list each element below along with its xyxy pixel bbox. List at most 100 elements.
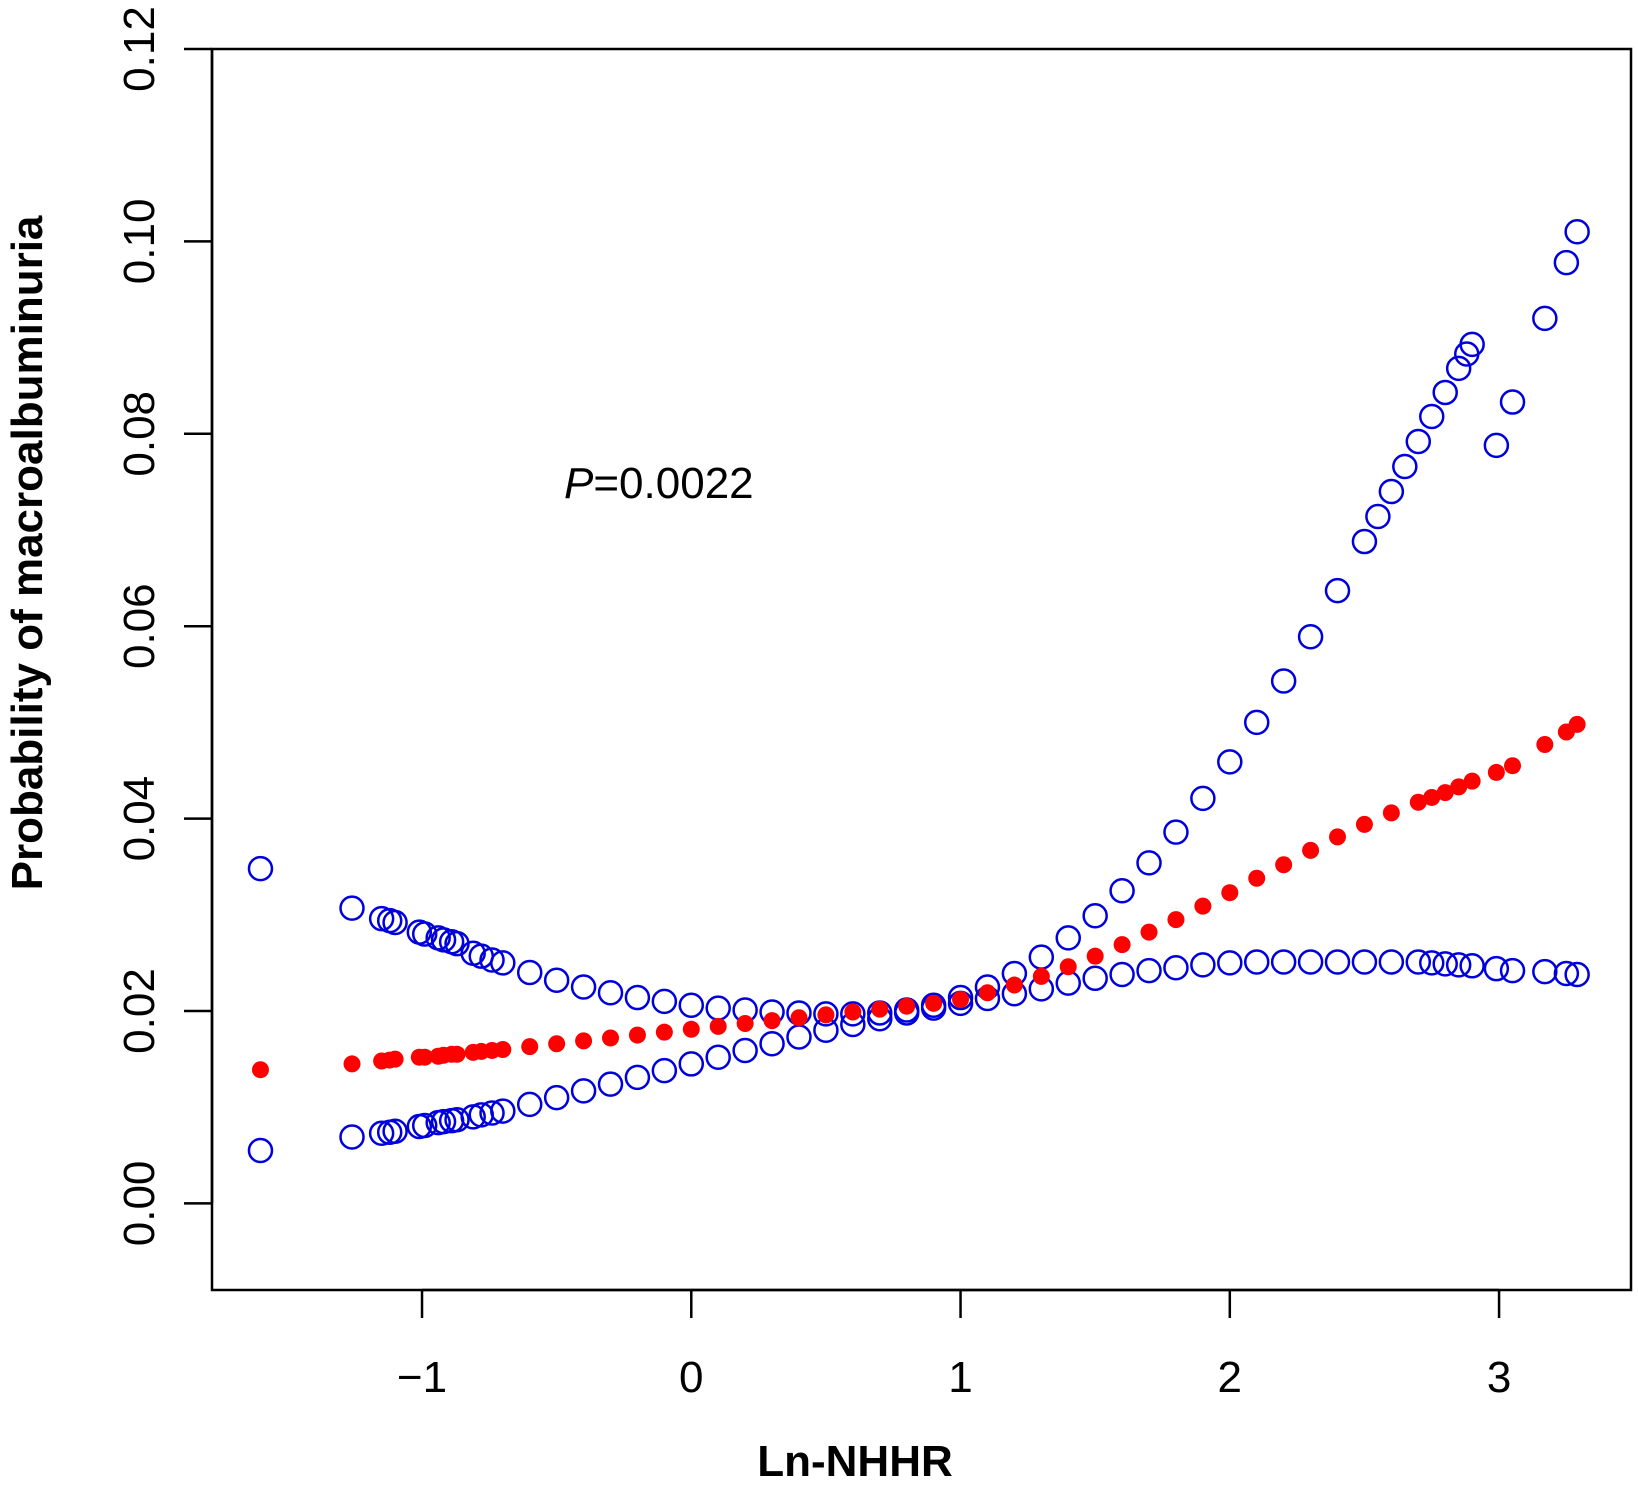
data-point [920,992,947,1018]
data-point [759,1030,785,1057]
data-point [1109,961,1135,988]
y-tick-label: 0.00 [115,1161,164,1247]
data-point [1221,884,1239,902]
data-point [736,1015,754,1033]
data-point [1459,331,1485,358]
data-point [1059,958,1077,976]
data-point [844,1003,862,1021]
p-value-text: =0.0022 [593,459,753,508]
data-point [709,1017,727,1035]
data-point [624,1064,651,1091]
data-point [705,995,731,1021]
data-point [682,1020,700,1038]
data-point [368,905,395,932]
data-point [1190,785,1216,812]
data-point [1005,976,1023,994]
data-point [430,1108,457,1135]
data-point [1564,961,1590,988]
data-point [416,1048,434,1066]
data-point [479,1100,505,1126]
data-point [490,1098,516,1124]
data-point [1487,763,1505,781]
data-point [1302,841,1320,859]
data-point [1450,778,1468,796]
data-point [1532,958,1558,985]
data-point [1217,749,1243,775]
data-point [1432,379,1458,406]
data-point [444,1106,470,1133]
data-point [1329,828,1347,846]
y-axis: 0.00 0.02 0.04 0.06 0.08 0.10 0.12 [115,6,214,1247]
data-point [1536,736,1554,754]
data-point [1553,249,1580,276]
data-point [651,1057,678,1084]
x-tick-label: 1 [948,1353,972,1402]
data-point [1055,925,1081,951]
data-point [1167,911,1185,929]
x-axis: −1 0 1 2 3 [397,1288,1511,1402]
data-point [479,947,505,973]
data-point [1445,952,1472,978]
data-point [1483,955,1510,982]
data-point [1436,784,1454,802]
data-point [1351,949,1378,975]
data-point [786,1024,812,1050]
data-point [1423,788,1441,806]
data-point [597,1071,624,1097]
y-tick-label: 0.08 [115,391,164,477]
data-point [1392,453,1418,480]
x-tick-label: 3 [1487,1353,1511,1402]
data-point [1297,949,1324,975]
data-point [651,988,678,1015]
data-point [1217,950,1243,976]
data-point [1082,965,1108,992]
data-point [1378,949,1405,975]
data-point [1378,478,1405,505]
data-point [1459,953,1485,979]
data-point [247,1137,274,1164]
data-point [1163,954,1189,981]
data-point [570,1078,597,1104]
data-point [339,1124,365,1150]
data-point [1190,952,1216,978]
data-point [898,997,916,1015]
data-point [1409,793,1427,811]
data-point [1499,957,1526,984]
data-point [1032,967,1050,985]
data-point [448,1045,466,1063]
data-point [339,895,365,921]
data-point [732,1037,758,1064]
data-point [411,1112,438,1139]
data-point [1243,709,1270,736]
series-predicted-probability [251,715,1586,1079]
data-point [1113,936,1131,954]
data-point [925,994,943,1012]
data-point [494,1040,512,1058]
data-point [1365,503,1391,530]
x-tick-label: 2 [1218,1353,1242,1402]
data-point [1499,389,1526,415]
data-point [386,1050,404,1068]
data-point [840,1001,866,1027]
data-point [1445,355,1472,382]
data-point [548,1035,566,1053]
data-point [1463,772,1481,790]
p-value-symbol: P [564,459,594,508]
data-point [947,984,974,1011]
data-point [1532,305,1558,332]
data-point [655,1023,673,1041]
data-point [1270,949,1297,975]
data-point [343,1055,361,1073]
p-value-annotation: P=0.0022 [564,459,754,508]
data-point [382,1118,408,1145]
data-point [813,1001,839,1027]
data-point [1275,856,1293,874]
data-point [1140,923,1158,941]
data-point [1270,668,1297,694]
series-upper-confidence-bound [247,219,1590,1027]
data-point [575,1032,593,1050]
data-point [705,1044,731,1070]
data-point [1564,219,1590,245]
data-point [978,984,996,1002]
